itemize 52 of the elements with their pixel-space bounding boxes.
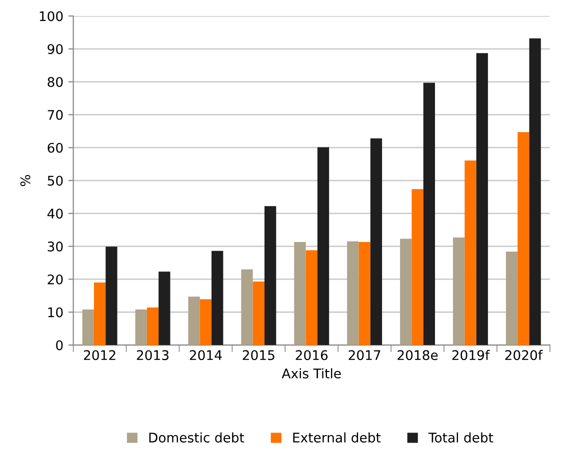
x-tick-label: 2013 [136,350,168,360]
bar [188,296,200,346]
bar [306,250,318,346]
bar [135,310,147,346]
y-tick-label: 40 [47,208,63,219]
bar [412,189,424,346]
bar [317,147,330,346]
x-tick-label: 2014 [190,350,222,360]
x-tick-label: 2017 [348,350,380,360]
bar [106,246,118,346]
y-tick-label: 20 [48,274,63,284]
bar [212,250,224,346]
y-tick-label: 0 [56,340,63,350]
x-tick-label: 2019f [452,350,490,360]
x-tick-label: 2018e [398,350,438,360]
y-tick-label: 50 [48,176,63,186]
legend-label: External debt [293,432,381,443]
x-tick-label: 2020f [505,350,543,360]
bar [518,132,530,346]
y-tick-label: 60 [48,142,63,153]
bar [264,206,276,346]
bar [158,272,170,346]
bar [252,282,264,346]
bar [294,242,306,346]
bar [146,308,159,346]
legend-label: Domestic debt [149,432,244,443]
bar [464,160,476,346]
y-tick-label: 80 [48,77,63,88]
bar [358,242,370,346]
bar [241,269,253,346]
x-tick-label: 2015 [242,350,274,360]
y-tick-label: 100 [40,11,63,22]
y-axis-title: % [20,174,30,186]
bar [423,82,435,346]
bar [347,241,359,346]
bar [506,252,518,346]
legend-label: Total debt [428,432,494,443]
bar [370,138,382,346]
y-tick-label: 90 [48,44,63,54]
bar [400,238,412,346]
bar [94,282,106,346]
bar [82,310,94,346]
y-tick-label: 10 [48,307,63,318]
x-tick-label: 2012 [84,350,116,360]
bar [452,237,465,346]
bar [529,38,541,346]
x-axis-title: Axis Title [282,368,341,378]
bar [200,299,212,346]
x-tick-label: 2016 [296,350,328,360]
y-tick-label: 30 [48,242,63,252]
y-tick-label: 70 [48,110,63,120]
bar [476,53,488,346]
